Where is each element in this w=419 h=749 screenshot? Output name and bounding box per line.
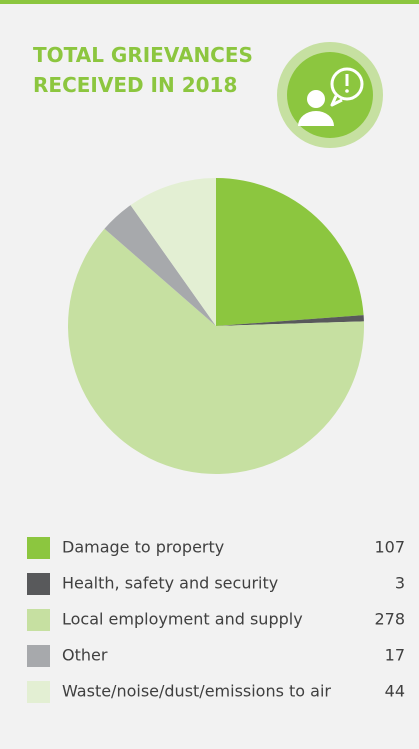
legend-swatch xyxy=(27,645,50,667)
pie-slice xyxy=(216,178,364,326)
chart-title-line: RECEIVED IN 2018 xyxy=(33,73,237,97)
legend-label: Damage to property xyxy=(62,538,224,557)
pie-slice xyxy=(130,178,216,326)
legend-swatch xyxy=(27,537,50,559)
top-rule xyxy=(0,0,419,4)
legend-swatch xyxy=(27,573,50,595)
legend-value: 3 xyxy=(395,574,405,593)
legend-swatch xyxy=(27,681,50,703)
legend-swatch xyxy=(27,609,50,631)
legend-label: Health, safety and security xyxy=(62,574,278,593)
legend-label: Local employment and supply xyxy=(62,610,303,629)
legend-value: 278 xyxy=(374,610,405,629)
chart-title-line: TOTAL GRIEVANCES xyxy=(33,43,253,67)
pie-slice xyxy=(67,228,364,474)
legend-value: 17 xyxy=(385,646,405,665)
pie-slice xyxy=(216,315,364,326)
legend-label: Other xyxy=(62,646,108,665)
legend-label: Waste/noise/dust/emissions to air xyxy=(62,682,331,701)
pie-slice xyxy=(104,205,216,326)
grievance-icon xyxy=(277,42,383,148)
legend-value: 44 xyxy=(385,682,405,701)
legend-value: 107 xyxy=(374,538,405,557)
